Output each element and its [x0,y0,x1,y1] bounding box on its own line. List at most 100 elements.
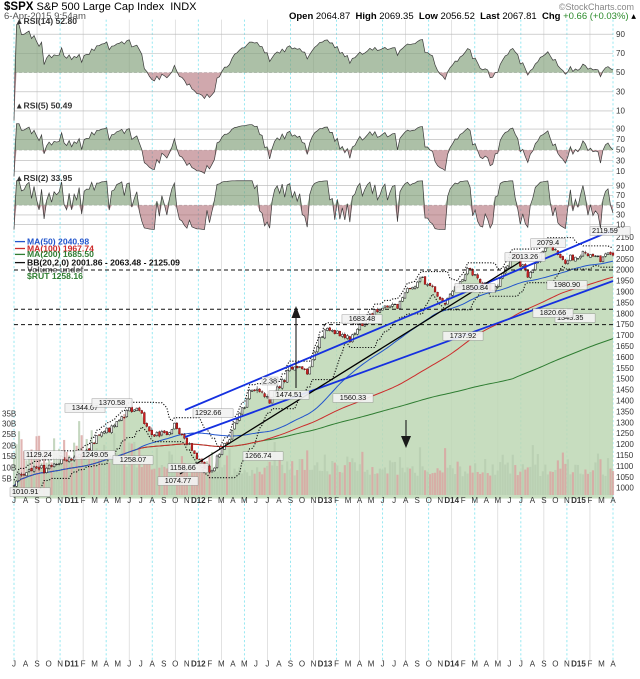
svg-text:M: M [368,496,375,505]
svg-text:1100: 1100 [616,462,634,471]
svg-text:N: N [437,496,443,505]
svg-text:N: N [184,660,190,669]
svg-text:2000: 2000 [616,266,634,275]
svg-text:J: J [265,496,269,505]
svg-text:F: F [461,496,466,505]
svg-text:2119.59: 2119.59 [592,226,618,235]
svg-text:1010.91: 1010.91 [12,487,38,496]
svg-text:5B: 5B [2,475,12,484]
svg-text:S: S [288,660,293,669]
svg-text:1500: 1500 [616,375,634,384]
svg-text:D12: D12 [191,496,206,505]
svg-text:1249.05: 1249.05 [82,450,108,459]
svg-text:F: F [81,660,86,669]
svg-text:O: O [299,496,305,505]
svg-text:1258.07: 1258.07 [120,455,146,464]
svg-text:A: A [610,660,616,669]
svg-text:1980.90: 1980.90 [554,280,580,289]
svg-text:2079.4: 2079.4 [537,238,559,247]
svg-text:M: M [241,496,248,505]
svg-text:O: O [299,660,305,669]
svg-text:1292.66: 1292.66 [195,408,221,417]
svg-text:M: M [494,496,501,505]
svg-text:1150: 1150 [616,451,634,460]
svg-text:A: A [276,660,282,669]
svg-text:1000: 1000 [616,484,634,493]
svg-text:10: 10 [616,220,625,229]
svg-text:S: S [161,660,166,669]
svg-text:A: A [23,496,29,505]
svg-text:A: A [230,496,236,505]
svg-text:F: F [588,496,593,505]
svg-text:1650: 1650 [616,342,634,351]
svg-text:70: 70 [616,49,625,58]
svg-text:90: 90 [616,181,625,190]
svg-text:F: F [461,660,466,669]
svg-text:A: A [530,496,536,505]
svg-text:M: M [114,496,121,505]
svg-text:O: O [172,496,178,505]
svg-text:J: J [381,496,385,505]
svg-text:J: J [254,660,258,669]
svg-text:J: J [507,660,511,669]
svg-text:D15: D15 [571,660,586,669]
svg-text:1560.33: 1560.33 [340,393,366,402]
svg-text:S: S [161,496,166,505]
svg-text:1800: 1800 [616,309,634,318]
svg-text:1158.66: 1158.66 [170,463,196,472]
svg-text:J: J [519,660,523,669]
svg-text:2013.26: 2013.26 [512,252,538,261]
svg-text:90: 90 [616,30,625,39]
svg-text:1750: 1750 [616,320,634,329]
svg-text:25B: 25B [2,430,16,439]
svg-text:N: N [437,660,443,669]
svg-text:20B: 20B [2,442,16,451]
svg-text:1266.74: 1266.74 [245,451,271,460]
svg-text:M: M [345,496,352,505]
svg-text:F: F [207,496,212,505]
svg-text:A: A [150,496,156,505]
svg-text:N: N [57,496,63,505]
svg-text:30: 30 [616,156,625,165]
svg-text:F: F [334,660,339,669]
svg-text:30: 30 [616,211,625,220]
svg-text:1129.24: 1129.24 [26,450,52,459]
svg-text:N: N [57,660,63,669]
svg-text:A: A [103,496,109,505]
svg-text:N: N [564,496,570,505]
svg-text:J: J [507,496,511,505]
svg-text:N: N [311,496,317,505]
svg-text:1820.66: 1820.66 [540,308,566,317]
svg-text:1550: 1550 [616,364,634,373]
svg-text:▲RSI(5) 50.49: ▲RSI(5) 50.49 [15,101,72,111]
svg-text:A: A [357,496,363,505]
svg-text:A: A [484,660,490,669]
svg-text:D12: D12 [191,660,206,669]
svg-text:1074.77: 1074.77 [165,476,191,485]
svg-text:A: A [276,496,282,505]
svg-text:A: A [530,660,536,669]
svg-text:O: O [552,660,558,669]
svg-text:O: O [426,496,432,505]
svg-text:M: M [471,660,478,669]
svg-text:J: J [12,660,16,669]
svg-text:A: A [23,660,29,669]
svg-text:F: F [81,496,86,505]
svg-text:A: A [610,496,616,505]
svg-text:35B: 35B [2,409,16,418]
svg-text:50: 50 [616,146,625,155]
svg-text:A: A [230,660,236,669]
svg-text:A: A [103,660,109,669]
svg-text:M: M [598,496,605,505]
svg-text:D11: D11 [64,660,79,669]
svg-text:M: M [598,660,605,669]
svg-text:▲RSI(2) 33.95: ▲RSI(2) 33.95 [15,173,72,183]
svg-text:N: N [184,496,190,505]
svg-text:M: M [241,660,248,669]
svg-text:M: M [114,660,121,669]
svg-text:D13: D13 [318,660,333,669]
svg-text:1683.48: 1683.48 [349,314,375,323]
svg-text:1850.84: 1850.84 [462,283,488,292]
svg-text:J: J [392,496,396,505]
svg-text:J: J [254,496,258,505]
